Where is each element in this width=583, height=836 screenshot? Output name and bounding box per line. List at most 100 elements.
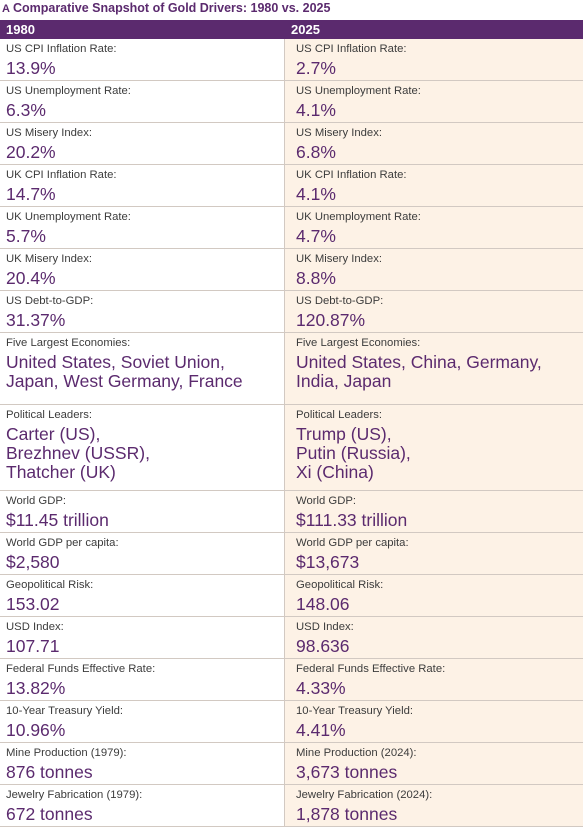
table-row: World GDP: $11.45 trillion World GDP: $111.…	[0, 491, 583, 533]
metric-value: 672 tonnes	[6, 804, 93, 824]
cell-1980: UK CPI Inflation Rate: 14.7%	[0, 165, 285, 206]
metric-value: 20.4%	[6, 268, 56, 288]
cell-2025: US Debt-to-GDP: 120.87%	[285, 291, 583, 332]
title-letter: A	[2, 3, 10, 15]
metric-label: 10-Year Treasury Yield:	[296, 705, 414, 717]
metric-label: UK Misery Index:	[6, 253, 93, 265]
cell-1980: US Debt-to-GDP: 31.37%	[0, 291, 285, 332]
cell-1980: US CPI Inflation Rate: 13.9%	[0, 39, 285, 80]
metric-value: United States, Soviet Union, Japan, West…	[6, 352, 243, 391]
metric-value: $2,580	[6, 552, 60, 572]
metric-label: US Unemployment Rate:	[6, 85, 131, 97]
cell-2025: Five Largest Economies: United States, Ch…	[285, 333, 583, 404]
table-header: 1980 2025	[0, 20, 583, 39]
table-row: Mine Production (1979): 876 tonnes Mine Pr…	[0, 743, 583, 785]
metric-value: 98.636	[296, 636, 350, 656]
cell-2025: Mine Production (2024): 3,673 tonnes	[285, 743, 583, 784]
metric-value: 4.1%	[296, 100, 336, 120]
metric-label: World GDP:	[6, 495, 67, 507]
metric-value: 5.7%	[6, 226, 46, 246]
metric-label: US Misery Index:	[6, 127, 93, 139]
metric-value: 14.7%	[6, 184, 56, 204]
metric-value: 13.82%	[6, 678, 66, 698]
metric-label: USD Index:	[6, 621, 64, 633]
cell-1980: Five Largest Economies: United States, So…	[0, 333, 285, 404]
metric-value: 10.96%	[6, 720, 66, 740]
metric-value: 6.8%	[296, 142, 336, 162]
metric-label: Federal Funds Effective Rate:	[6, 663, 156, 675]
metric-label: Geopolitical Risk:	[296, 579, 384, 591]
metric-value: $111.33 trillion	[296, 510, 408, 530]
cell-2025: US Misery Index: 6.8%	[285, 123, 583, 164]
table-row: UK CPI Inflation Rate: 14.7% UK CPI Inflat…	[0, 165, 583, 207]
cell-1980: World GDP per capita: $2,580	[0, 533, 285, 574]
cell-2025: UK CPI Inflation Rate: 4.1%	[285, 165, 583, 206]
metric-label: World GDP per capita:	[296, 537, 409, 549]
metric-label: Mine Production (1979):	[6, 747, 127, 759]
metric-value: 4.1%	[296, 184, 336, 204]
metric-value: 1,878 tonnes	[296, 804, 398, 824]
metric-value: 2.7%	[296, 58, 336, 78]
table-row: Five Largest Economies: United States, So…	[0, 333, 583, 405]
cell-1980: UK Unemployment Rate: 5.7%	[0, 207, 285, 248]
metric-label: World GDP:	[296, 495, 357, 507]
metric-label: Mine Production (2024):	[296, 747, 417, 759]
table-row: US Misery Index: 20.2% US Misery Index: 6.8…	[0, 123, 583, 165]
metric-value: $11.45 trillion	[6, 510, 109, 530]
cell-2025: UK Unemployment Rate: 4.7%	[285, 207, 583, 248]
cell-1980: UK Misery Index: 20.4%	[0, 249, 285, 290]
cell-2025: 10-Year Treasury Yield: 4.41%	[285, 701, 583, 742]
metric-label: US Debt-to-GDP:	[6, 295, 94, 307]
metric-label: Political Leaders:	[296, 409, 383, 421]
metric-value: 20.2%	[6, 142, 56, 162]
cell-2025: USD Index: 98.636	[285, 617, 583, 658]
table-row: UK Unemployment Rate: 5.7% UK Unemployment…	[0, 207, 583, 249]
table-row: USD Index: 107.71 USD Index: 98.636	[0, 617, 583, 659]
metric-label: UK Misery Index:	[296, 253, 383, 265]
cell-2025: Geopolitical Risk: 148.06	[285, 575, 583, 616]
title-text: Comparative Snapshot of Gold Drivers: 19…	[12, 1, 331, 15]
cell-2025: US CPI Inflation Rate: 2.7%	[285, 39, 583, 80]
table-row: US Unemployment Rate: 6.3% US Unemployment…	[0, 81, 583, 123]
metric-value: 3,673 tonnes	[296, 762, 398, 782]
cell-1980: Political Leaders: Carter (US), Brezhnev …	[0, 405, 285, 490]
cell-2025: UK Misery Index: 8.8%	[285, 249, 583, 290]
metric-value: 4.7%	[296, 226, 336, 246]
cell-2025: World GDP per capita: $13,673	[285, 533, 583, 574]
table-row: Jewelry Fabrication (1979): 672 tonnes Jew…	[0, 785, 583, 827]
table-title: A Comparative Snapshot of Gold Drivers: 1…	[0, 0, 583, 20]
table-row: UK Misery Index: 20.4% UK Misery Index: 8.8…	[0, 249, 583, 291]
header-1980: 1980	[6, 22, 35, 37]
cell-1980: USD Index: 107.71	[0, 617, 285, 658]
metric-label: Five Largest Economies:	[6, 337, 131, 349]
cell-1980: Mine Production (1979): 876 tonnes	[0, 743, 285, 784]
cell-1980: Federal Funds Effective Rate: 13.82%	[0, 659, 285, 700]
metric-value: 4.41%	[296, 720, 346, 740]
cell-2025: US Unemployment Rate: 4.1%	[285, 81, 583, 122]
metric-label: Political Leaders:	[6, 409, 93, 421]
metric-value: 13.9%	[6, 58, 56, 78]
metric-label: US Debt-to-GDP:	[296, 295, 384, 307]
table-row: World GDP per capita: $2,580 World GDP per…	[0, 533, 583, 575]
metric-label: US CPI Inflation Rate:	[296, 43, 407, 55]
metric-label: Jewelry Fabrication (2024):	[296, 789, 433, 801]
metric-value: 153.02	[6, 594, 60, 614]
table-row: US Debt-to-GDP: 31.37% US Debt-to-GDP: 120.…	[0, 291, 583, 333]
metric-label: UK Unemployment Rate:	[6, 211, 131, 223]
cell-2025: World GDP: $111.33 trillion	[285, 491, 583, 532]
cell-2025: Federal Funds Effective Rate: 4.33%	[285, 659, 583, 700]
cell-1980: US Misery Index: 20.2%	[0, 123, 285, 164]
metric-value: 4.33%	[296, 678, 346, 698]
metric-label: Five Largest Economies:	[296, 337, 421, 349]
cell-1980: World GDP: $11.45 trillion	[0, 491, 285, 532]
metric-value: 148.06	[296, 594, 350, 614]
table-row: Political Leaders: Carter (US), Brezhnev …	[0, 405, 583, 491]
metric-value: 120.87%	[296, 310, 366, 330]
metric-value: 876 tonnes	[6, 762, 93, 782]
cell-2025: Jewelry Fabrication (2024): 1,878 tonnes	[285, 785, 583, 826]
metric-value: 8.8%	[296, 268, 336, 288]
cell-1980: US Unemployment Rate: 6.3%	[0, 81, 285, 122]
header-2025: 2025	[291, 22, 320, 37]
comparison-table: US CPI Inflation Rate: 13.9% US CPI Inflat…	[0, 39, 583, 827]
metric-value: United States, China, Germany, India, Ja…	[296, 352, 542, 391]
